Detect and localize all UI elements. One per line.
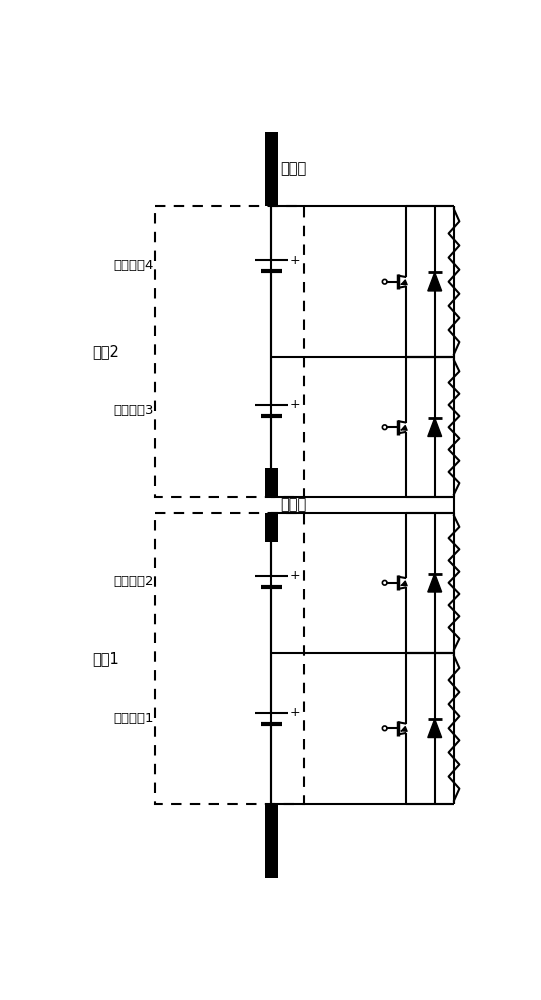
Text: 模块2: 模块2 — [92, 344, 119, 359]
Text: 单位电池4: 单位电池4 — [113, 259, 154, 272]
Bar — [265, 804, 278, 878]
Text: +: + — [290, 569, 301, 582]
Text: 汇流条: 汇流条 — [281, 161, 307, 176]
Bar — [265, 132, 278, 206]
Polygon shape — [428, 719, 441, 738]
Polygon shape — [428, 574, 441, 592]
Text: 汇流条: 汇流条 — [281, 497, 307, 512]
Text: 单位电池2: 单位电池2 — [113, 575, 154, 588]
Bar — [265, 513, 278, 542]
Text: +: + — [290, 254, 301, 267]
Bar — [155, 206, 304, 497]
Bar — [265, 468, 278, 497]
Text: 单位电池3: 单位电池3 — [113, 404, 154, 417]
Text: +: + — [290, 706, 301, 719]
Text: 模块1: 模块1 — [92, 651, 119, 666]
Polygon shape — [428, 272, 441, 291]
Bar — [155, 513, 304, 804]
Polygon shape — [428, 418, 441, 436]
Text: 单位电池1: 单位电池1 — [113, 712, 154, 725]
Text: +: + — [290, 398, 301, 411]
